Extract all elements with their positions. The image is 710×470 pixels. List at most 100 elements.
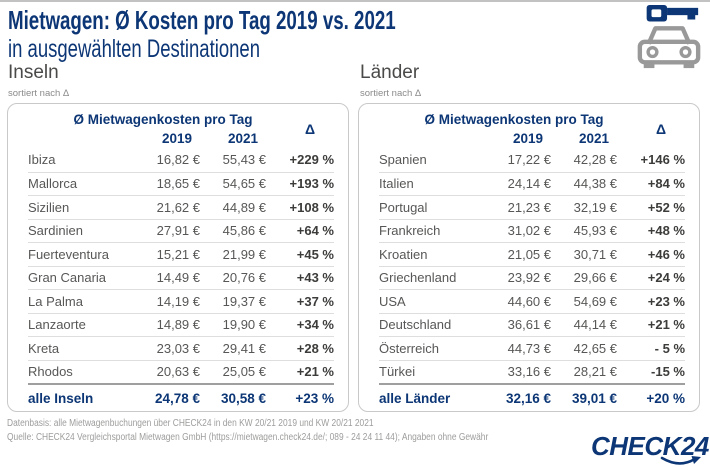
table-row: Portugal 21,23 € 32,19 € +52 % bbox=[379, 195, 685, 219]
value-2021-cell: 32,19 € bbox=[573, 199, 617, 215]
destination-cell: Fuerteventura bbox=[28, 246, 109, 262]
destination-cell: Mallorca bbox=[28, 176, 78, 192]
value-2019-cell: 21,62 € bbox=[156, 199, 200, 215]
delta-cell: +146 % bbox=[640, 152, 685, 168]
destination-cell: Türkei bbox=[379, 364, 416, 380]
column-header-delta: Δ bbox=[655, 121, 666, 137]
value-2019-cell: 27,91 € bbox=[156, 223, 200, 239]
value-2019-cell: 36,61 € bbox=[507, 317, 551, 333]
value-2021-cell: 29,41 € bbox=[222, 340, 266, 356]
column-header-2019: 2019 bbox=[512, 131, 543, 146]
destination-cell: La Palma bbox=[28, 293, 83, 309]
table-row: Lanzaorte 14,89 € 19,90 € +34 % bbox=[28, 312, 334, 337]
value-2019-cell: 23,92 € bbox=[507, 270, 551, 286]
total-value-2019: 32,16 € bbox=[505, 391, 551, 406]
section-title-laender: Länder bbox=[360, 62, 420, 83]
value-2021-cell: 45,86 € bbox=[222, 223, 266, 239]
value-2021-cell: 20,76 € bbox=[222, 270, 266, 286]
value-2021-cell: 21,99 € bbox=[222, 246, 266, 262]
destination-cell: Sizilien bbox=[28, 199, 70, 215]
total-value-2021: 30,58 € bbox=[220, 391, 266, 406]
destination-cell: Rhodos bbox=[28, 364, 73, 380]
table-row: USA 44,60 € 54,69 € +23 % bbox=[379, 289, 685, 313]
table-row: Italien 24,14 € 44,38 € +84 % bbox=[379, 171, 685, 196]
page-title: Mietwagen: Ø Kosten pro Tag 2019 vs. 202… bbox=[8, 5, 546, 63]
value-2019-cell: 31,02 € bbox=[507, 223, 551, 239]
destination-cell: Sardinien bbox=[28, 223, 83, 239]
value-2021-cell: 42,28 € bbox=[573, 152, 617, 168]
value-2019-cell: 44,60 € bbox=[507, 293, 551, 309]
destination-cell: Lanzaorte bbox=[28, 317, 86, 333]
swoosh-arrow-icon bbox=[660, 456, 701, 465]
delta-cell: +108 % bbox=[289, 199, 334, 215]
table-row: La Palma 14,19 € 19,37 € +37 % bbox=[28, 289, 334, 313]
total-delta: +20 % bbox=[646, 391, 685, 406]
total-value-2019: 24,78 € bbox=[154, 391, 200, 406]
value-2021-cell: 19,90 € bbox=[222, 317, 266, 333]
value-2019-cell: 44,73 € bbox=[507, 340, 551, 356]
table-row: Deutschland 36,61 € 44,14 € +21 % bbox=[379, 312, 685, 337]
delta-cell: +28 % bbox=[296, 340, 334, 356]
column-header-delta: Δ bbox=[304, 121, 315, 137]
table-row: Frankreich 31,02 € 45,93 € +48 % bbox=[379, 218, 685, 243]
value-2019-cell: 15,21 € bbox=[156, 246, 200, 262]
table-row: Sardinien 27,91 € 45,86 € +64 % bbox=[28, 218, 334, 243]
value-2021-cell: 44,89 € bbox=[222, 199, 266, 215]
delta-cell: - 5 % bbox=[654, 340, 685, 356]
total-value-2021: 39,01 € bbox=[571, 391, 617, 406]
destination-cell: Ibiza bbox=[28, 152, 56, 168]
delta-cell: +52 % bbox=[647, 199, 685, 215]
value-2019-cell: 24,14 € bbox=[507, 176, 551, 192]
table-row: Spanien 17,22 € 42,28 € +146 % bbox=[379, 148, 685, 172]
footer: Datenbasis: alle Mietwagenbuchungen über… bbox=[7, 417, 580, 444]
destination-cell: Österreich bbox=[379, 340, 439, 356]
column-group-header: Ø Mietwagenkosten pro Tag bbox=[424, 112, 604, 127]
column-header-2021: 2021 bbox=[227, 131, 258, 146]
value-2021-cell: 19,37 € bbox=[222, 293, 266, 309]
value-2021-cell: 44,14 € bbox=[573, 317, 617, 333]
delta-cell: +48 % bbox=[647, 223, 685, 239]
delta-cell: +23 % bbox=[647, 293, 685, 309]
value-2021-cell: 44,38 € bbox=[573, 176, 617, 192]
value-2019-cell: 18,65 € bbox=[156, 176, 200, 192]
delta-cell: -15 % bbox=[651, 364, 685, 380]
destination-cell: Kreta bbox=[28, 340, 60, 356]
table-card-inseln: Ø Mietwagenkosten pro Tag 2019 2021 Δ Ib… bbox=[7, 103, 349, 412]
footer-source: Quelle: CHECK24 Vergleichsportal Mietwag… bbox=[7, 431, 489, 443]
value-2019-cell: 14,49 € bbox=[156, 270, 200, 286]
total-label: alle Länder bbox=[379, 391, 451, 406]
title-main: Mietwagen: Ø Kosten pro Tag 2019 vs. 202… bbox=[8, 5, 396, 35]
delta-cell: +21 % bbox=[647, 317, 685, 333]
value-2019-cell: 14,19 € bbox=[156, 293, 200, 309]
section-title-inseln: Inseln bbox=[8, 62, 59, 83]
table-row: Kroatien 21,05 € 30,71 € +46 % bbox=[379, 242, 685, 266]
value-2019-cell: 20,63 € bbox=[156, 364, 200, 380]
delta-cell: +34 % bbox=[296, 317, 334, 333]
value-2019-cell: 16,82 € bbox=[156, 152, 200, 168]
check24-logo-text: CHECK24 bbox=[591, 431, 709, 461]
table-row: Türkei 33,16 € 28,21 € -15 % bbox=[379, 359, 685, 384]
sort-note-inseln: sortiert nach Δ bbox=[8, 88, 70, 99]
destination-cell: USA bbox=[379, 293, 406, 309]
value-2021-cell: 54,65 € bbox=[222, 176, 266, 192]
delta-cell: +193 % bbox=[289, 176, 334, 192]
destination-cell: Gran Canaria bbox=[28, 270, 107, 286]
table-row: Griechenland 23,92 € 29,66 € +24 % bbox=[379, 265, 685, 290]
value-2021-cell: 25,05 € bbox=[222, 364, 266, 380]
destination-cell: Kroatien bbox=[379, 246, 428, 262]
column-group-header: Ø Mietwagenkosten pro Tag bbox=[73, 112, 253, 127]
total-delta: +23 % bbox=[295, 391, 334, 406]
destination-cell: Deutschland bbox=[379, 317, 452, 333]
table-row: Österreich 44,73 € 42,65 € - 5 % bbox=[379, 336, 685, 360]
car-key-icon bbox=[637, 4, 701, 69]
column-header-2019: 2019 bbox=[161, 131, 192, 146]
check24-logo: CHECK24 bbox=[591, 431, 709, 467]
table-header: Ø Mietwagenkosten pro Tag 2019 2021 Δ bbox=[28, 110, 334, 148]
delta-cell: +64 % bbox=[296, 223, 334, 239]
value-2019-cell: 23,03 € bbox=[156, 340, 200, 356]
delta-cell: +229 % bbox=[289, 152, 334, 168]
value-2019-cell: 14,89 € bbox=[156, 317, 200, 333]
sort-note-laender: sortiert nach Δ bbox=[360, 88, 422, 99]
footer-databasis: Datenbasis: alle Mietwagenbuchungen über… bbox=[7, 418, 374, 429]
table-body: Ibiza 16,82 € 55,43 € +229 % Mallorca 18… bbox=[28, 148, 334, 383]
